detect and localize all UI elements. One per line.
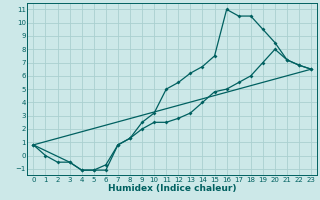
- X-axis label: Humidex (Indice chaleur): Humidex (Indice chaleur): [108, 184, 236, 193]
